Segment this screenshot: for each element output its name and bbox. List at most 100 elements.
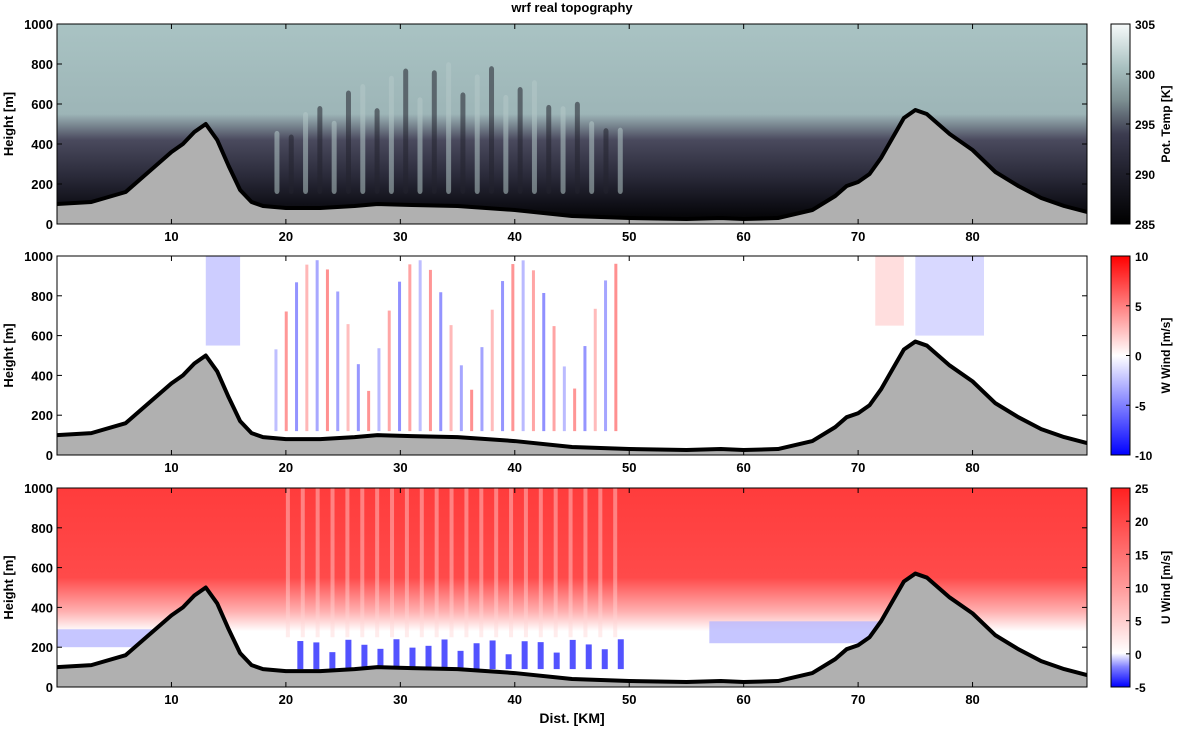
colorbar-tick-label: 15 — [1135, 548, 1149, 562]
theta-wave-streak — [303, 111, 309, 194]
y-tick-label: 800 — [31, 521, 53, 536]
w-wave-streak — [521, 260, 525, 432]
u-wave-streak — [598, 488, 603, 638]
y-axis-label: Height [m] — [1, 92, 16, 156]
u-reversal-blob — [617, 639, 624, 670]
u-reversal-blob — [441, 639, 448, 670]
colorbar-tick-label: 20 — [1135, 515, 1149, 529]
terrain-outline — [57, 571, 1087, 685]
u-reversal-blob — [329, 652, 336, 670]
x-tick-label: 80 — [965, 692, 979, 707]
u-wave-streak — [285, 488, 290, 638]
theta-wave-streak — [589, 121, 595, 194]
theta-wave-streak — [331, 120, 337, 194]
u-wave-streak — [538, 488, 543, 638]
w-wave-streak — [284, 311, 288, 432]
y-tick-label: 0 — [46, 448, 53, 463]
u-wave-streak — [583, 488, 588, 638]
u-wave-streak — [464, 488, 469, 638]
w-wave-streak — [274, 349, 278, 432]
panel-1-field — [57, 256, 1087, 455]
colorbar-tick-label: 300 — [1135, 68, 1155, 82]
colorbar-tick-label: 0 — [1135, 350, 1142, 364]
x-tick-label: 10 — [164, 460, 178, 475]
x-tick-label: 80 — [965, 229, 979, 244]
x-tick-label: 60 — [736, 692, 750, 707]
x-tick-label: 30 — [393, 229, 407, 244]
u-wave-streak — [553, 488, 558, 638]
colorbar-tick-label: 295 — [1135, 118, 1155, 132]
x-tick-label: 30 — [393, 692, 407, 707]
w-wave-streak — [428, 269, 432, 432]
theta-wave-streak — [489, 66, 495, 194]
terrain-outline — [57, 108, 1087, 221]
w-wave-streak — [387, 310, 391, 432]
y-tick-label: 200 — [31, 177, 53, 192]
w-updraft-right — [875, 256, 904, 326]
w-wave-streak — [552, 326, 556, 432]
terrain-fill — [57, 341, 1087, 455]
x-tick-label: 50 — [622, 229, 636, 244]
w-wave-streak — [614, 263, 618, 432]
x-tick-label: 80 — [965, 460, 979, 475]
y-tick-label: 0 — [46, 217, 53, 232]
u-reversal-blob — [537, 642, 544, 670]
theta-wave-streak — [503, 94, 509, 194]
colorbar-tick-label: -10 — [1135, 449, 1153, 463]
theta-wave-streak — [546, 104, 552, 194]
x-tick-label: 70 — [851, 692, 865, 707]
u-wave-streak — [375, 488, 380, 638]
w-wave-streak — [346, 324, 350, 432]
u-reversal-blob — [361, 644, 368, 670]
x-tick-label: 40 — [508, 460, 522, 475]
u-wave-streak — [345, 488, 350, 638]
y-tick-label: 1000 — [24, 249, 53, 264]
y-tick-label: 200 — [31, 640, 53, 655]
x-axis-label: Dist. [KM] — [539, 710, 604, 726]
panels-layer: 10 20 30 40 50 60 70 8002004006008001000Height … — [1, 17, 1173, 707]
panel-2-frame — [56, 487, 1088, 688]
colorbar-tick-label: 285 — [1135, 218, 1155, 232]
x-tick-label: 40 — [508, 692, 522, 707]
w-wave-streak — [501, 281, 505, 432]
colorbar-tick-label: 10 — [1135, 250, 1149, 264]
y-tick-label: 1000 — [24, 17, 53, 32]
terrain-fill — [57, 110, 1087, 224]
u-wave-streak — [494, 488, 499, 638]
theta-wave-streak — [560, 106, 566, 194]
colorbar-label: U Wind [m/s] — [1159, 551, 1173, 624]
x-tick-label: 60 — [736, 460, 750, 475]
w-wave-streak — [336, 291, 340, 432]
w-wave-streak — [604, 280, 608, 432]
w-wave-streak — [305, 264, 309, 432]
x-tick-label: 70 — [851, 229, 865, 244]
y-tick-label: 400 — [31, 600, 53, 615]
y-tick-label: 1000 — [24, 481, 53, 496]
y-tick-label: 800 — [31, 57, 53, 72]
w-wave-streak — [398, 281, 402, 432]
u-wave-streak — [300, 488, 305, 638]
u-reversal-right — [709, 621, 881, 644]
u-reversal-blob — [345, 639, 352, 670]
w-wave-streak — [459, 365, 463, 432]
w-downdraft-left — [205, 256, 241, 346]
w-wave-streak — [531, 270, 535, 432]
u-reversal-blob — [601, 649, 608, 670]
w-wave-streak — [367, 390, 371, 432]
x-tick-label: 20 — [279, 692, 293, 707]
u-wave-streak — [390, 488, 395, 638]
u-wave-streak — [330, 488, 335, 638]
x-tick-label: 30 — [393, 460, 407, 475]
u-wave-streak — [419, 488, 424, 638]
theta-wave-streak — [603, 128, 609, 194]
y-axis-label: Height [m] — [1, 323, 16, 387]
w-wave-streak — [583, 346, 587, 432]
y-tick-label: 600 — [31, 329, 53, 344]
theta-wave-streak — [317, 106, 323, 194]
y-tick-label: 200 — [31, 408, 53, 423]
theta-wave-streak — [417, 97, 423, 194]
y-tick-label: 600 — [31, 97, 53, 112]
colorbar-tick-label: 290 — [1135, 168, 1155, 182]
panel-1-frame — [56, 255, 1088, 456]
